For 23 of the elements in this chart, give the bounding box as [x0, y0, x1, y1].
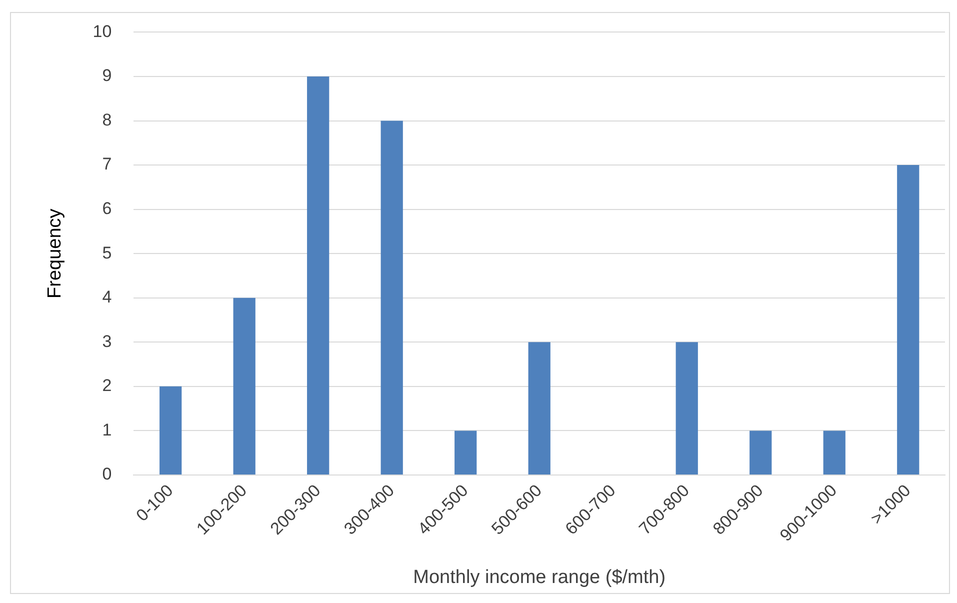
- y-tick-label: 7: [102, 154, 112, 174]
- y-tick-label: 2: [102, 376, 112, 396]
- y-tick-label: 6: [102, 198, 112, 218]
- bar: [897, 165, 920, 474]
- bar: [676, 342, 698, 474]
- y-tick-label: 3: [102, 332, 112, 351]
- y-tick-label: 1: [102, 420, 112, 440]
- y-tick-label: 0: [102, 464, 112, 484]
- y-tick-label: 5: [102, 243, 112, 262]
- bar: [380, 120, 403, 474]
- x-axis-title: Monthly income range ($/mth): [413, 566, 666, 588]
- bar: [233, 298, 256, 474]
- bar: [307, 76, 330, 474]
- bar: [823, 430, 846, 474]
- bar: [454, 430, 477, 474]
- bar: [160, 386, 182, 474]
- y-tick-label: 10: [92, 22, 112, 41]
- bar: [528, 342, 550, 474]
- y-tick-label: 4: [102, 288, 112, 307]
- y-tick-label: 8: [102, 110, 112, 130]
- bar: [750, 430, 772, 474]
- y-axis-title: Frequency: [44, 208, 66, 298]
- y-tick-label: 9: [102, 66, 112, 86]
